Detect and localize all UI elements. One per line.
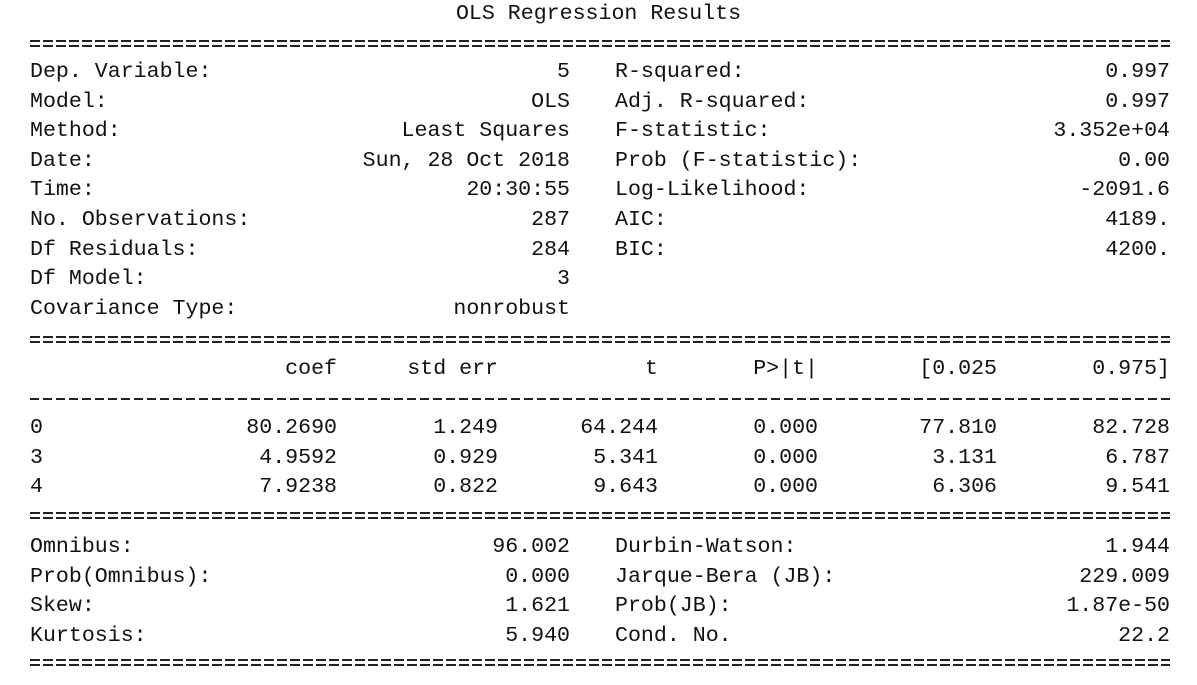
- cell-p-value: 0.000: [753, 475, 818, 499]
- double-rule-bottom: [30, 659, 1170, 666]
- diagnostic-label: Kurtosis:: [30, 624, 147, 648]
- cell-p-value: 0.000: [753, 446, 818, 470]
- cell-coef: 80.2690: [246, 416, 337, 440]
- summary-value: 0.997: [1105, 90, 1170, 114]
- cell-coef: 7.9238: [259, 475, 337, 499]
- cell-ci-lower: 3.131: [932, 446, 997, 470]
- column-header-ci-lower: [0.025: [919, 357, 997, 381]
- double-rule-before-coef: [30, 336, 1170, 343]
- cell-p-value: 0.000: [753, 416, 818, 440]
- diagnostic-value: 1.87e-50: [1066, 594, 1170, 618]
- diagnostic-value: 96.002: [492, 535, 570, 559]
- cell-ci-lower: 6.306: [932, 475, 997, 499]
- summary-value: 287: [531, 208, 570, 232]
- diagnostic-label: Prob(JB):: [615, 594, 732, 618]
- summary-value: 4200.: [1105, 238, 1170, 262]
- cell-ci-upper: 6.787: [1105, 446, 1170, 470]
- double-rule-before-diagnostics: [30, 512, 1170, 519]
- summary-label: Dep. Variable:: [30, 60, 212, 84]
- column-header-t: t: [645, 357, 658, 381]
- summary-value: nonrobust: [453, 297, 570, 321]
- row-name: 3: [30, 446, 43, 470]
- summary-label: Log-Likelihood:: [615, 178, 810, 202]
- summary-label: Date:: [30, 149, 95, 173]
- cell-std-err: 0.929: [433, 446, 498, 470]
- summary-value: 3: [557, 267, 570, 291]
- diagnostic-value: 5.940: [505, 624, 570, 648]
- summary-label: Prob (F-statistic):: [615, 149, 862, 173]
- dashed-rule: [30, 398, 1170, 400]
- column-header-coef: coef: [285, 357, 337, 381]
- summary-value: 20:30:55: [466, 178, 570, 202]
- cell-ci-lower: 77.810: [919, 416, 997, 440]
- column-header-p-value: P>|t|: [753, 357, 818, 381]
- summary-label: Covariance Type:: [30, 297, 238, 321]
- summary-value: OLS: [531, 90, 570, 114]
- summary-value: 284: [531, 238, 570, 262]
- summary-value: -2091.6: [1079, 178, 1170, 202]
- cell-ci-upper: 9.541: [1105, 475, 1170, 499]
- summary-label: Method:: [30, 119, 121, 143]
- summary-value: 3.352e+04: [1053, 119, 1170, 143]
- summary-value: Sun, 28 Oct 2018: [362, 149, 570, 173]
- summary-value: 0.997: [1105, 60, 1170, 84]
- column-header-ci-upper: 0.975]: [1092, 357, 1170, 381]
- diagnostic-value: 22.2: [1118, 624, 1170, 648]
- row-name: 4: [30, 475, 43, 499]
- diagnostic-label: Prob(Omnibus):: [30, 565, 212, 589]
- summary-label: AIC:: [615, 208, 667, 232]
- summary-value: 5: [557, 60, 570, 84]
- summary-label: Time:: [30, 178, 95, 202]
- diagnostic-value: 0.000: [505, 565, 570, 589]
- cell-ci-upper: 82.728: [1092, 416, 1170, 440]
- diagnostic-value: 229.009: [1079, 565, 1170, 589]
- summary-label: Adj. R-squared:: [615, 90, 810, 114]
- diagnostic-value: 1.621: [505, 594, 570, 618]
- column-header-std-err: std err: [407, 357, 498, 381]
- cell-t: 5.341: [593, 446, 658, 470]
- row-name: 0: [30, 416, 43, 440]
- summary-label: Df Model:: [30, 267, 147, 291]
- cell-t: 9.643: [593, 475, 658, 499]
- summary-label: Model:: [30, 90, 108, 114]
- summary-value: Least Squares: [401, 119, 570, 143]
- summary-label: BIC:: [615, 238, 667, 262]
- cell-coef: 4.9592: [259, 446, 337, 470]
- double-rule-top: [30, 40, 1170, 47]
- diagnostic-label: Durbin-Watson:: [615, 535, 797, 559]
- cell-std-err: 1.249: [433, 416, 498, 440]
- diagnostic-label: Cond. No.: [615, 624, 732, 648]
- diagnostic-value: 1.944: [1105, 535, 1170, 559]
- page-title: OLS Regression Results: [455, 2, 742, 26]
- summary-label: Df Residuals:: [30, 238, 199, 262]
- diagnostic-label: Skew:: [30, 594, 95, 618]
- diagnostic-label: Jarque-Bera (JB):: [615, 565, 836, 589]
- summary-label: R-squared:: [615, 60, 745, 84]
- summary-label: F-statistic:: [615, 119, 771, 143]
- cell-std-err: 0.822: [433, 475, 498, 499]
- summary-value: 0.00: [1118, 149, 1170, 173]
- summary-value: 4189.: [1105, 208, 1170, 232]
- cell-t: 64.244: [580, 416, 658, 440]
- diagnostic-label: Omnibus:: [30, 535, 134, 559]
- summary-label: No. Observations:: [30, 208, 251, 232]
